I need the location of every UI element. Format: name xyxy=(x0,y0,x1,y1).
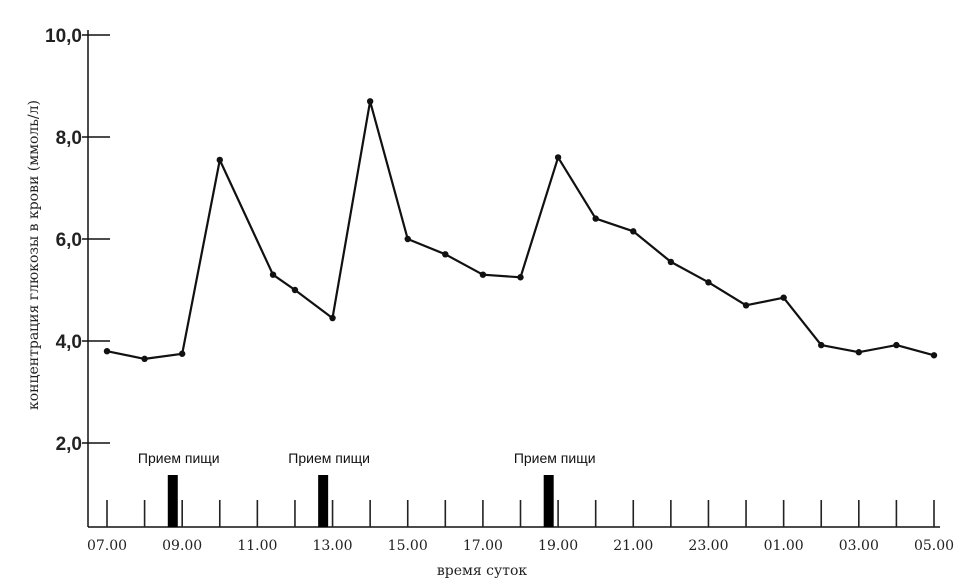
series-line xyxy=(106,100,935,360)
meal-label: Прием пищи xyxy=(288,450,370,466)
meal-label: Прием пищи xyxy=(138,450,220,466)
x-tick-label: 13.00 xyxy=(312,538,352,554)
y-tick-label: 8,0 xyxy=(56,128,82,149)
x-tick-label: 11.00 xyxy=(237,538,277,554)
meal-bar xyxy=(543,475,554,527)
data-point xyxy=(404,235,411,243)
meal-bar xyxy=(167,475,178,527)
data-point xyxy=(930,352,938,359)
data-point xyxy=(329,314,336,322)
x-axis-title: время суток xyxy=(437,563,528,579)
meal-bar xyxy=(318,475,329,527)
data-point xyxy=(630,228,637,235)
data-point xyxy=(592,215,599,222)
x-tick-label: 09.00 xyxy=(162,538,202,554)
data-point xyxy=(178,350,186,357)
data-point xyxy=(479,271,487,278)
data-point xyxy=(103,348,111,355)
data-point xyxy=(442,251,449,258)
x-tick-label: 07.00 xyxy=(87,538,127,554)
x-tick-label: 19.00 xyxy=(538,538,578,554)
x-tick-label: 21.00 xyxy=(613,538,653,554)
data-point xyxy=(269,271,277,278)
series-layer xyxy=(103,98,938,363)
meal-markers: Прием пищи Прием пищи Прием пищи xyxy=(138,450,596,527)
data-point xyxy=(742,302,750,309)
y-tick-label: 4,0 xyxy=(56,332,82,353)
x-tick-label: 17.00 xyxy=(463,538,503,554)
x-tick-label: 01.00 xyxy=(764,538,804,554)
data-point xyxy=(517,274,524,281)
data-point xyxy=(893,341,900,349)
y-tick-label: 10,0 xyxy=(45,26,82,47)
data-point xyxy=(554,154,562,161)
x-tick-label: 03.00 xyxy=(839,538,879,554)
data-point xyxy=(216,156,223,164)
data-point xyxy=(366,98,374,105)
y-axis: 2,0 4,0 6,0 8,0 10,0 xyxy=(45,26,110,527)
x-tick-label: 15.00 xyxy=(388,538,428,554)
meal-label: Прием пищи xyxy=(514,450,596,466)
data-point xyxy=(780,294,787,301)
y-axis-title: концентрация глюкозы в крови (ммоль/л) xyxy=(26,100,42,410)
y-tick-label: 6,0 xyxy=(56,230,82,251)
data-point xyxy=(855,349,863,356)
x-tick-label: 05.00 xyxy=(914,538,954,554)
data-point xyxy=(141,355,148,363)
data-point xyxy=(291,286,299,294)
data-point xyxy=(818,341,825,349)
x-axis: 07.00 09.00 11.00 13.00 15.00 17.00 19.00 21.00… xyxy=(87,500,954,554)
data-point xyxy=(667,258,675,266)
y-tick-label: 2,0 xyxy=(56,434,82,455)
x-tick-label: 23.00 xyxy=(688,538,728,554)
data-point xyxy=(705,279,712,286)
